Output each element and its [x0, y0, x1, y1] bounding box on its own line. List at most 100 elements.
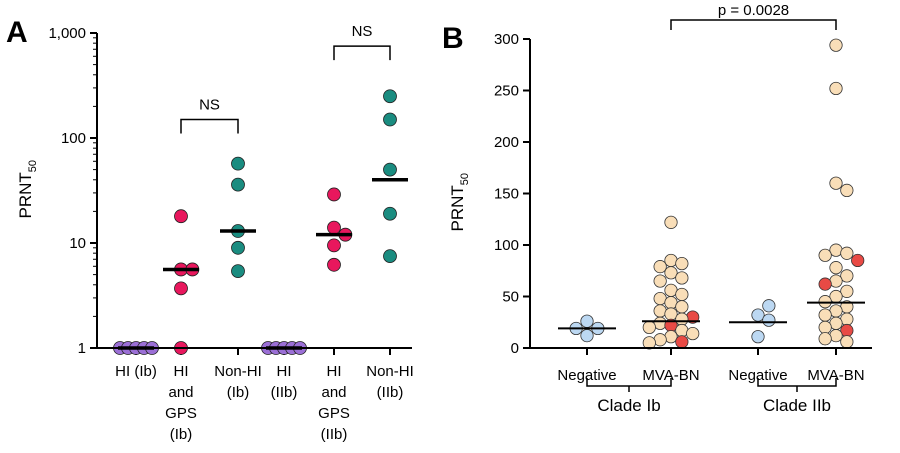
panel-b-data-point	[762, 299, 776, 313]
panel-b-y-tick-label: 200	[494, 134, 519, 151]
panel-b-data-point	[675, 323, 689, 338]
panel-b-letter: B	[442, 22, 464, 55]
panel-b-data-point	[675, 287, 689, 302]
panel-b-data-point	[829, 81, 843, 96]
panel-b-group-label: Clade Ib	[597, 396, 660, 415]
panel-a-data-point	[327, 257, 341, 272]
panel-b-data-point	[851, 253, 865, 268]
panel-b-chart: 0 50 100 150 200 250 300 PRNT50 Negative MVA-BN Ne…	[448, 2, 872, 415]
panel-a-letter: A	[6, 16, 28, 49]
panel-a-data-point	[383, 249, 397, 264]
panel-a-significance-label: NS	[199, 97, 220, 114]
panel-b-data-point	[653, 260, 667, 274]
panel-b-data-point	[686, 326, 700, 341]
panel-b-data-point	[664, 266, 678, 280]
panel-b-data-point	[664, 253, 678, 268]
panel-b-y-tick-label: 50	[502, 289, 519, 306]
panel-a-x-tick-label: Non-HI	[366, 363, 414, 380]
panel-a-x-tick-label: (IIb)	[321, 426, 348, 443]
panel-b-data-point	[580, 329, 594, 343]
panel-b-data-point	[580, 314, 594, 328]
panel-b-data-point	[664, 215, 678, 229]
panel-a-y-label: PRNT50	[16, 160, 39, 219]
panel-a-x-tick-label: and	[321, 384, 346, 401]
panel-b-x-tick-label: MVA-BN	[807, 367, 864, 384]
panel-b-data-point	[840, 284, 854, 298]
panel-a-x-tick-label: (IIb)	[377, 384, 404, 401]
panel-b-y-tick-label: 300	[494, 31, 519, 48]
panel-b-data-point	[829, 329, 843, 343]
panel-b-x-tick-label: Negative	[728, 367, 787, 384]
panel-a-data-point	[383, 206, 397, 221]
panel-b-data-point	[762, 313, 776, 327]
panel-b-data-point	[829, 176, 843, 190]
panel-a-data-point	[231, 264, 245, 278]
panel-a-data-point	[383, 112, 397, 127]
panel-a-x-tick-label: (Ib)	[170, 426, 193, 443]
panel-a-y-tick-label: 100	[61, 130, 86, 147]
panel-b-y-label: PRNT50	[448, 173, 471, 232]
panel-a-y-tick-label: 1	[78, 340, 86, 357]
panel-a-x-tick-label: GPS	[165, 405, 197, 422]
panel-b-data-point	[642, 320, 656, 334]
panel-b-data-point	[818, 277, 832, 291]
panel-a-data-point	[231, 240, 245, 255]
panel-b-y-tick-label: 150	[494, 186, 519, 203]
panel-b-data-point	[829, 38, 843, 52]
panel-b-data-point	[675, 335, 689, 349]
panel-a-data-point	[174, 209, 188, 224]
panel-a-significance-bracket	[180, 118, 239, 134]
panel-a-x-tick-label: HI	[174, 363, 189, 380]
panel-a-significance-bracket	[333, 45, 391, 61]
panel-b-data-point	[829, 261, 843, 275]
panel-b-data-point	[818, 320, 832, 334]
panel-b-data-point	[840, 269, 854, 283]
panel-b-data-point	[653, 304, 667, 318]
panel-a-x-tick-label: Non-HI	[214, 363, 262, 380]
panel-a-data-point	[383, 162, 397, 177]
panel-a-x-tick-label: (Ib)	[227, 384, 250, 401]
panel-b-data-point	[818, 332, 832, 346]
panel-b-data-point	[829, 274, 843, 288]
panel-b-data-point	[642, 336, 656, 350]
panel-b-data-point	[840, 335, 854, 349]
panel-b-data-point	[653, 333, 667, 347]
panel-b-data-point	[818, 308, 832, 322]
panel-a-chart: 1 10 100 1,000 PRNT50 HI (Ib) HI and GPS (Ib) Non-…	[16, 23, 414, 443]
panel-a-x-tick-label: HI	[277, 363, 292, 380]
panel-a-y-tick-label: 10	[69, 235, 86, 252]
panel-b-significance-label: p = 0.0028	[718, 2, 789, 19]
panel-b-x-tick-label: Negative	[557, 367, 616, 384]
panel-a-x-tick-label: and	[168, 384, 193, 401]
panel-b-y-tick-label: 0	[511, 340, 519, 357]
panel-b-data-point	[818, 248, 832, 262]
panel-a-x-tick-label: (IIb)	[271, 384, 298, 401]
panel-b-y-tick-label: 100	[494, 237, 519, 254]
panel-b-significance-bracket	[670, 19, 837, 30]
panel-b-data-point	[675, 256, 689, 271]
panel-b-data-point	[818, 295, 832, 309]
panel-a-x-tick-label: GPS	[318, 405, 350, 422]
panel-a-data-point	[327, 187, 341, 202]
panel-b-data-point	[751, 330, 765, 344]
panel-b-data-point	[675, 312, 689, 326]
panel-a-data-point	[174, 281, 188, 296]
panel-b-data-point	[653, 274, 667, 288]
panel-b-x-tick-label: MVA-BN	[642, 367, 699, 384]
panel-b-group-label: Clade IIb	[763, 396, 831, 415]
panel-a-data-point	[327, 238, 341, 253]
panel-b-data-point	[751, 308, 765, 322]
panel-a-data-point	[327, 220, 341, 235]
panel-a-y-tick-label: 1,000	[48, 25, 86, 42]
panel-a-x-tick-label: HI	[327, 363, 342, 380]
panel-b-data-point	[675, 300, 689, 314]
panel-b-data-point	[840, 246, 854, 260]
panel-a-x-tick-label: HI (Ib)	[115, 363, 157, 380]
panel-a-significance-label: NS	[352, 23, 373, 40]
panel-b-y-tick-label: 250	[494, 83, 519, 100]
panel-b-data-point	[840, 183, 854, 198]
panel-b-data-point	[675, 271, 689, 285]
panel-a-data-point	[231, 156, 245, 171]
panel-a-data-point	[231, 177, 245, 192]
